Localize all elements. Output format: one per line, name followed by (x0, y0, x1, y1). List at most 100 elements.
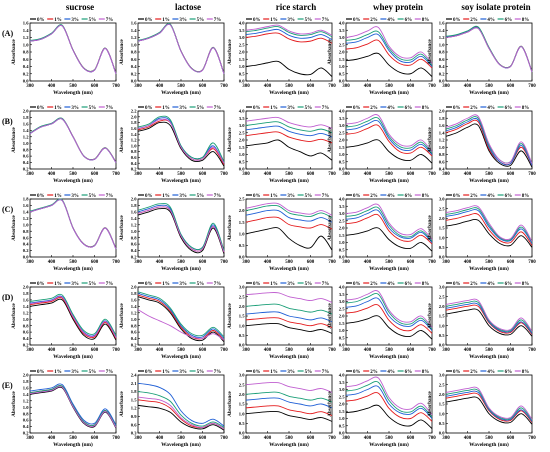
panel-e-sucrose: 0% 1% 3% 5% 7% 300 400 500 600 700 0.2 0.40.6 0.81.0… (12, 370, 120, 448)
column-title-sucrose: sucrose (66, 2, 94, 12)
panel-b-soy-isolate-protein: 0% 2% 4% 6% 8%300 400 500 600 7000.40.60.81.01.2… (428, 106, 536, 184)
series-line-e-soy-isolate-protein-2 (445, 392, 533, 423)
x-tick-label-b-soy-isolate-protein-4: 700 (528, 172, 536, 177)
y-tick-label-d-lactose-3: 0.8 (131, 323, 137, 328)
x-tick-label-a-sucrose-3: 600 (91, 84, 99, 89)
legend-label-e-soy-isolate-protein-3: 6% (505, 370, 512, 375)
y-tick-label-d-soy-isolate-protein-5: 2.5 (439, 294, 445, 299)
series-line-d-lactose-7 (137, 309, 225, 341)
y-tick-label-e-lactose-4: 1.5 (131, 397, 137, 402)
y-axis-label-a-soy-isolate-protein: Absorbance (428, 38, 433, 64)
series-line-d-lactose-1 (137, 294, 225, 341)
y-tick-label-a-soy-isolate-protein-7: 1.4 (439, 28, 445, 33)
x-tick-label-b-rice-starch-0: 300 (242, 172, 250, 177)
y-tick-label-b-whey-protein-8: 4.0 (339, 109, 345, 114)
legend-label-b-soy-isolate-protein-0: 0% (453, 106, 461, 111)
x-tick-label-a-lactose-0: 300 (134, 84, 142, 89)
x-tick-label-d-soy-isolate-protein-2: 500 (485, 348, 493, 353)
y-tick-label-e-whey-protein-0: 0.0 (339, 431, 345, 436)
y-tick-label-c-lactose-7: 1.6 (131, 209, 137, 214)
y-tick-label-e-sucrose-4: 1.0 (23, 405, 29, 410)
y-tick-label-e-rice-starch-2: 1.0 (239, 411, 245, 416)
x-tick-label-b-lactose-2: 500 (177, 172, 185, 177)
y-axis-label-d-rice-starch: Absorbance (228, 302, 233, 328)
series-line-a-whey-protein-8 (345, 26, 433, 64)
legend-label-c-lactose-1: 1% (162, 194, 170, 199)
y-tick-label-a-whey-protein-6: 3.0 (339, 35, 345, 40)
legend-label-e-lactose-0: 0% (145, 370, 153, 375)
series-line-b-soy-isolate-protein-6 (445, 116, 533, 164)
y-tick-label-d-lactose-4: 1.0 (131, 317, 137, 322)
legend-label-e-sucrose-3: 5% (89, 370, 97, 375)
y-tick-label-e-lactose-6: 2.1 (131, 381, 137, 386)
series-line-e-rice-starch-7 (245, 381, 333, 393)
y-tick-label-c-soy-isolate-protein-1: 0.5 (439, 245, 445, 250)
x-tick-label-e-soy-isolate-protein-2: 500 (485, 436, 493, 441)
legend-label-d-soy-isolate-protein-4: 8% (522, 282, 530, 287)
y-axis-label-d-whey-protein: Absorbance (328, 302, 333, 328)
legend-label-e-lactose-3: 5% (197, 370, 205, 375)
y-tick-label-e-soy-isolate-protein-1: 0.5 (439, 421, 445, 426)
series-line-d-whey-protein-6 (345, 293, 433, 330)
y-axis-label-d-soy-isolate-protein: Absorbance (428, 302, 433, 328)
y-tick-label-a-rice-starch-6: 3.0 (239, 35, 245, 40)
legend-label-a-whey-protein-2: 4% (387, 18, 395, 23)
legend-label-b-whey-protein-1: 2% (370, 106, 378, 111)
series-line-b-lactose-5 (137, 115, 225, 162)
x-tick-label-b-whey-protein-3: 600 (407, 172, 415, 177)
column-title-soy-isolate-protein: soy isolate protein (461, 2, 530, 12)
series-line-c-rice-starch-0 (245, 226, 333, 251)
y-tick-label-d-soy-isolate-protein-6: 3.0 (439, 285, 445, 290)
y-tick-label-d-sucrose-6: 1.4 (23, 304, 29, 309)
legend-label-c-soy-isolate-protein-0: 0% (453, 194, 461, 199)
y-axis-label-e-whey-protein: Absorbance (328, 390, 333, 416)
y-tick-label-c-lactose-9: 2.0 (131, 197, 137, 202)
x-tick-label-d-rice-starch-4: 700 (328, 348, 336, 353)
x-tick-label-c-lactose-3: 600 (199, 260, 207, 265)
y-tick-label-d-sucrose-8: 1.8 (23, 291, 29, 296)
x-tick-label-d-sucrose-1: 400 (48, 348, 56, 353)
x-tick-label-e-rice-starch-4: 700 (328, 436, 336, 441)
y-tick-label-d-whey-protein-3: 1.5 (339, 321, 345, 326)
y-tick-label-e-whey-protein-1: 0.5 (339, 423, 345, 428)
y-tick-label-c-lactose-1: 0.4 (131, 248, 137, 253)
x-axis-label-a-whey-protein: Wavelength (nm) (369, 89, 409, 96)
legend-label-d-whey-protein-3: 6% (405, 282, 413, 287)
y-tick-label-e-rice-starch-1: 0.5 (239, 421, 245, 426)
y-tick-label-c-whey-protein-5: 2.5 (339, 218, 345, 223)
y-tick-label-d-whey-protein-0: 0.0 (339, 343, 345, 348)
row-label-b: (B) (2, 117, 13, 126)
legend-label-e-whey-protein-1: 2% (370, 370, 378, 375)
x-axis-label-e-lactose: Wavelength (nm) (161, 441, 201, 448)
x-tick-label-e-whey-protein-4: 700 (428, 436, 436, 441)
series-line-c-whey-protein-8 (345, 203, 433, 240)
y-tick-label-b-sucrose-4: 1.0 (23, 141, 29, 146)
y-tick-label-d-rice-starch-6: 3.0 (239, 285, 245, 290)
legend-label-a-soy-isolate-protein-1: 2% (470, 18, 478, 23)
y-tick-label-c-soy-isolate-protein-4: 2.0 (439, 216, 445, 221)
y-tick-label-d-whey-protein-8: 4.0 (339, 285, 345, 290)
y-tick-label-a-rice-starch-1: 0.5 (239, 71, 245, 76)
series-line-c-whey-protein-2 (345, 213, 433, 245)
y-tick-label-b-whey-protein-1: 0.5 (339, 159, 345, 164)
x-tick-label-d-lactose-3: 600 (199, 348, 207, 353)
series-line-b-rice-starch-1 (245, 131, 333, 144)
x-tick-label-a-sucrose-1: 400 (48, 84, 56, 89)
legend-label-e-sucrose-2: 3% (71, 370, 79, 375)
x-tick-label-d-lactose-0: 300 (134, 348, 142, 353)
x-tick-label-a-soy-isolate-protein-2: 500 (485, 84, 493, 89)
x-tick-label-d-soy-isolate-protein-4: 700 (528, 348, 536, 353)
y-tick-label-a-lactose-2: 0.4 (131, 64, 137, 69)
series-line-e-lactose-0 (137, 404, 225, 431)
y-axis-label-a-whey-protein: Absorbance (328, 38, 333, 64)
y-tick-label-a-sucrose-2: 0.4 (23, 64, 29, 69)
x-tick-label-e-rice-starch-1: 400 (264, 436, 272, 441)
series-line-e-soy-isolate-protein-0 (445, 396, 533, 425)
y-tick-label-a-soy-isolate-protein-4: 0.8 (439, 50, 445, 55)
y-tick-label-b-sucrose-1: 0.4 (23, 160, 29, 165)
series-line-a-whey-protein-6 (345, 30, 433, 66)
legend-label-c-sucrose-0: 0% (37, 194, 45, 199)
x-tick-label-a-rice-starch-2: 500 (285, 84, 293, 89)
legend-label-d-whey-protein-4: 8% (422, 282, 430, 287)
series-line-e-lactose-5 (137, 391, 225, 428)
